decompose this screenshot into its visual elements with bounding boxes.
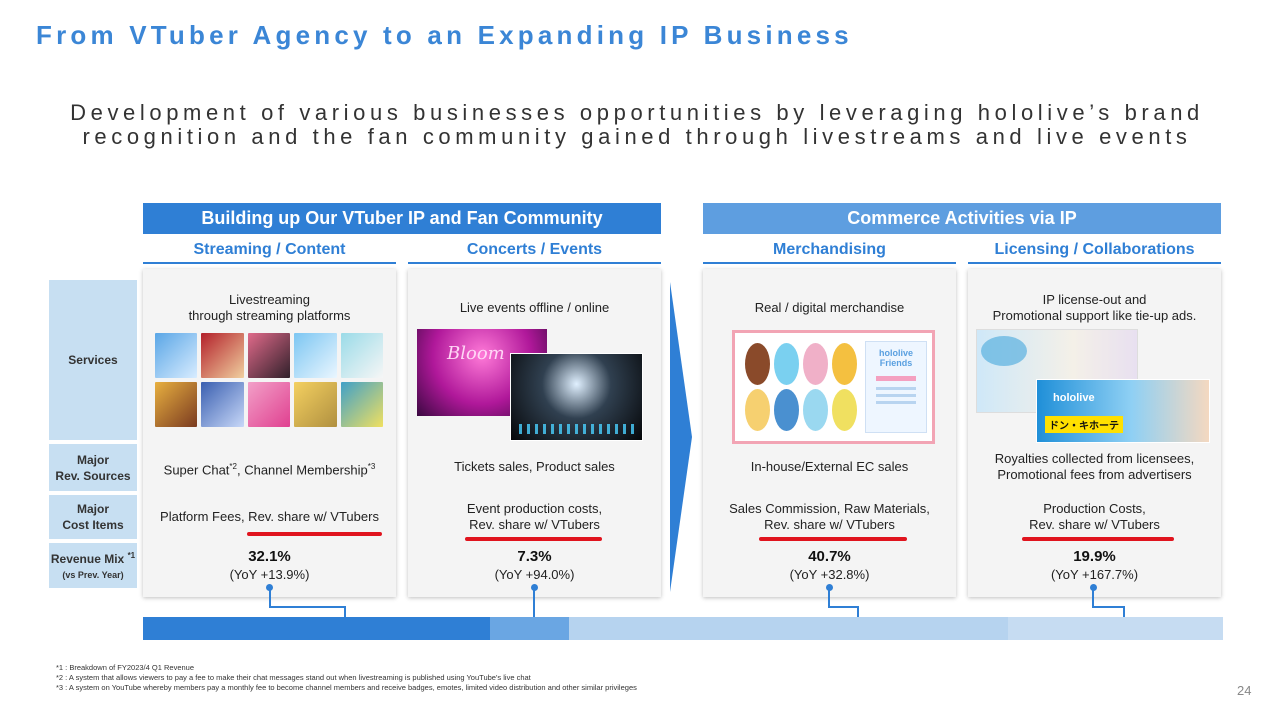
- streaming-yoy: (YoY +13.9%): [229, 567, 310, 582]
- merch-service-line-1: Real / digital merchandise: [754, 300, 905, 315]
- concerts-yoy: (YoY +94.0%): [494, 567, 575, 582]
- merch-rev-sources: In-house/External EC sales: [750, 459, 909, 474]
- page-number: 24: [1237, 683, 1252, 698]
- merch-cost-underline: [759, 537, 907, 541]
- streaming-revenue-pct: 32.1%: [248, 548, 291, 565]
- licensing-cost-line-1: Production Costs,: [1043, 501, 1146, 516]
- revenue-mix-bar: [143, 617, 1223, 640]
- licensing-service-line-1: IP license-out and: [1042, 292, 1147, 307]
- vtuber-portrait-grid: [155, 333, 383, 427]
- concert-crowd-image: [510, 353, 643, 441]
- card-licensing: IP license-out and Promotional support l…: [968, 269, 1221, 597]
- licensing-rev-line-2: Promotional fees from advertisers: [997, 467, 1192, 482]
- card-concerts: Live events offline / online Bloom Ticke…: [408, 269, 661, 597]
- revenue-bar-segment-concerts: [489, 617, 569, 640]
- revenue-bar-segment-licensing: [1008, 617, 1223, 640]
- row-label-services-text: Services: [68, 353, 118, 367]
- licensing-cost-underline: [1022, 537, 1174, 541]
- merchandise-image: hololive Friends: [732, 330, 935, 444]
- row-label-services: Services: [49, 280, 137, 440]
- licensing-revenue-pct: 19.9%: [1073, 548, 1116, 565]
- column-header-streaming: Streaming / Content: [143, 238, 396, 264]
- row-label-major-cost-line-2: Cost Items: [62, 518, 124, 532]
- concerts-service-line-1: Live events offline / online: [459, 300, 610, 315]
- flow-arrow-icon: [670, 282, 692, 592]
- merch-cost-line-2: Rev. share w/ VTubers: [764, 517, 895, 532]
- row-label-major-rev-sources: Major Rev. Sources: [49, 444, 137, 491]
- section-header-ip-community: Building up Our VTuber IP and Fan Commun…: [143, 203, 661, 234]
- subtitle-line-2: recognition and the fan community gained…: [82, 124, 1192, 149]
- column-header-merchandising: Merchandising: [703, 238, 956, 264]
- section-header-commerce: Commerce Activities via IP: [703, 203, 1221, 234]
- concerts-cost-line-1: Event production costs,: [466, 501, 603, 516]
- connector-dot-licensing: [1090, 584, 1097, 591]
- donki-collab-image: hololive ドン・キホーテ: [1036, 379, 1210, 443]
- connector-streaming-vertical: [269, 588, 345, 608]
- concerts-rev-sources: Tickets sales, Product sales: [454, 459, 615, 474]
- row-label-revenue-mix-line-2: (vs Prev. Year): [62, 570, 124, 580]
- merch-revenue-pct: 40.7%: [808, 548, 851, 565]
- subtitle-line-1: Development of various businesses opport…: [70, 100, 1204, 125]
- row-label-major-cost-line-1: Major: [76, 502, 109, 516]
- streaming-service-line-1: Livestreaming: [229, 292, 310, 307]
- licensing-yoy: (YoY +167.7%): [1050, 567, 1139, 582]
- merch-cost-line-1: Sales Commission, Raw Materials,: [729, 501, 930, 516]
- connector-dot-merch: [826, 584, 833, 591]
- row-label-major-rev-line-1: Major: [76, 452, 109, 467]
- footnote-2: *2 : A system that allows viewers to pay…: [56, 673, 531, 682]
- connector-licensing-elbow: [1092, 606, 1125, 617]
- connector-dot-streaming: [266, 584, 273, 591]
- concerts-cost-line-2: Rev. share w/ VTubers: [469, 517, 600, 532]
- licensing-rev-line-1: Royalties collected from licensees,: [994, 451, 1195, 466]
- streaming-cost-line-1: Platform Fees, Rev. share w/ VTubers: [160, 509, 379, 524]
- footnote-1: *1 : Breakdown of FY2023/4 Q1 Revenue: [56, 663, 195, 672]
- row-label-major-cost-items: Major Cost Items: [49, 495, 137, 539]
- column-header-licensing: Licensing / Collaborations: [968, 238, 1221, 264]
- card-streaming: Livestreaming through streaming platform…: [143, 269, 396, 597]
- slide-subtitle: Development of various businesses opport…: [0, 101, 1274, 149]
- connector-merch-elbow: [828, 606, 859, 617]
- revenue-bar-segment-merchandising: [568, 617, 1009, 640]
- row-label-revenue-mix-line-1: Revenue Mix *1: [50, 551, 136, 566]
- connector-merch-vertical: [828, 588, 830, 608]
- connector-concerts: [533, 588, 535, 617]
- streaming-service-line-2: through streaming platforms: [188, 308, 351, 323]
- column-header-concerts: Concerts / Events: [408, 238, 661, 264]
- card-merchandising: Real / digital merchandise hololive Frie…: [703, 269, 956, 597]
- revenue-bar-segment-streaming: [143, 617, 490, 640]
- streaming-rev-sources: Super Chat*2, Channel Membership*3: [163, 462, 376, 478]
- licensing-cost-line-2: Rev. share w/ VTubers: [1029, 517, 1160, 532]
- row-label-major-rev-line-2: Rev. Sources: [55, 468, 131, 483]
- connector-dot-concerts: [531, 584, 538, 591]
- connector-streaming-elbow: [269, 606, 346, 617]
- row-label-revenue-mix: Revenue Mix *1 (vs Prev. Year): [49, 543, 137, 588]
- connector-licensing-vertical: [1092, 588, 1094, 608]
- merch-yoy: (YoY +32.8%): [789, 567, 870, 582]
- slide-title: From VTuber Agency to an Expanding IP Bu…: [36, 20, 853, 50]
- concerts-revenue-pct: 7.3%: [517, 548, 552, 565]
- streaming-cost-underline: [247, 532, 382, 536]
- footnote-3: *3 : A system on YouTube whereby members…: [56, 683, 637, 692]
- concerts-cost-underline: [465, 537, 602, 541]
- licensing-service-line-2: Promotional support like tie-up ads.: [992, 308, 1197, 323]
